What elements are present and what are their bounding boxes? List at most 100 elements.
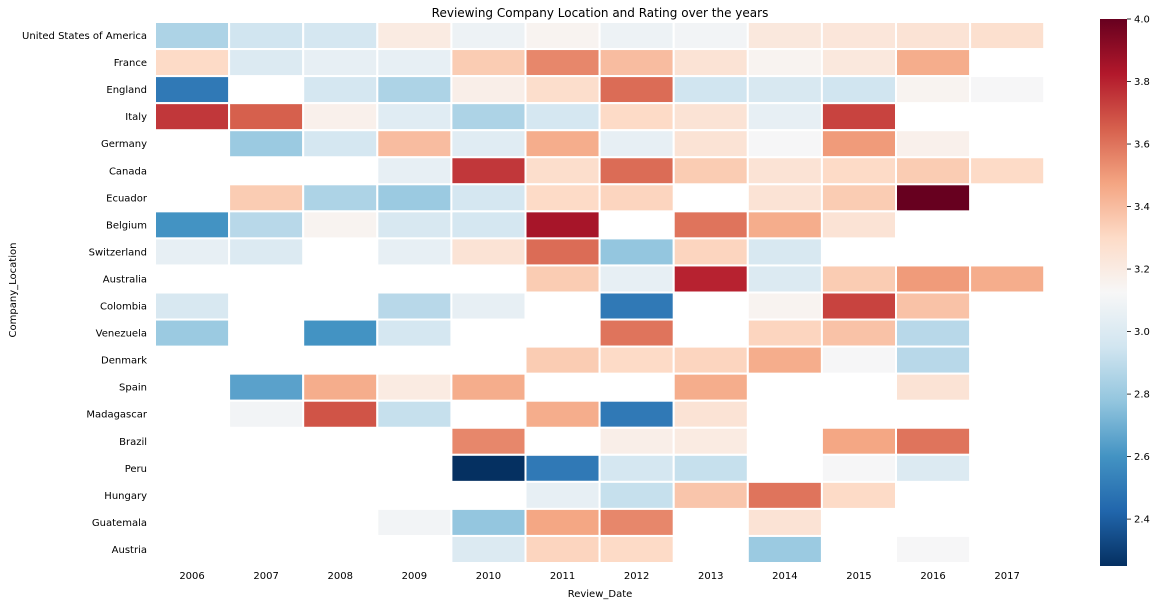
- y-tick-label: Madagascar: [86, 410, 148, 421]
- heatmap-cell: [154, 75, 231, 105]
- heatmap-cell: [969, 21, 1046, 51]
- y-tick-label: Venezuela: [96, 329, 147, 340]
- heatmap-cell: [524, 75, 601, 105]
- heatmap-cell: [746, 318, 823, 348]
- x-tick-label: 2012: [624, 571, 649, 582]
- heatmap-cell: [598, 183, 675, 213]
- heatmap-cell: [820, 183, 898, 213]
- heatmap-cell: [524, 399, 601, 429]
- heatmap-cell: [450, 48, 527, 78]
- y-tick-label: France: [114, 58, 147, 69]
- heatmap-cell: [154, 210, 231, 240]
- colorbar-tick-label: 3.6: [1134, 140, 1150, 151]
- x-tick-label: 2007: [253, 571, 278, 582]
- heatmap-cell: [746, 48, 823, 78]
- heatmap-cell: [895, 345, 972, 375]
- heatmap-cell: [672, 264, 749, 294]
- y-tick-label: Canada: [109, 166, 147, 177]
- y-tick-label: Italy: [125, 112, 147, 123]
- heatmap-cell: [895, 75, 972, 105]
- heatmap-cell: [820, 210, 898, 240]
- heatmap-cell: [302, 102, 379, 132]
- heatmap-cell: [598, 453, 675, 483]
- heatmap-cell: [598, 237, 675, 267]
- heatmap-cell: [228, 237, 305, 267]
- heatmap-cell: [598, 129, 675, 159]
- heatmap-cell: [895, 426, 972, 456]
- heatmap-cell: [672, 75, 749, 105]
- heatmap-cell: [820, 75, 898, 105]
- heatmap-cell: [228, 102, 305, 132]
- heatmap-cell: [746, 480, 823, 510]
- heatmap-cell: [598, 264, 675, 294]
- heatmap-cell: [524, 183, 601, 213]
- y-tick-label: Spain: [119, 383, 147, 394]
- colorbar-tick-label: 2.8: [1134, 390, 1150, 401]
- heatmap-cell: [524, 453, 601, 483]
- heatmap-cell: [598, 534, 675, 565]
- y-tick-labels: United States of America France England Ita…: [22, 31, 148, 556]
- heatmap-cell: [746, 345, 823, 375]
- heatmap-cell: [820, 48, 898, 78]
- heatmap-cell: [895, 156, 972, 186]
- heatmap-cell: [228, 129, 305, 159]
- heatmap-cell: [154, 291, 231, 321]
- heatmap-cell: [598, 102, 675, 132]
- colorbar-tick-label: 3.4: [1134, 202, 1150, 213]
- heatmap-cell: [524, 210, 601, 240]
- heatmap-cell: [450, 102, 527, 132]
- heatmap-cell: [820, 156, 898, 186]
- heatmap-cell: [524, 21, 601, 51]
- heatmap-cell: [672, 426, 749, 456]
- heatmap-cell: [672, 156, 749, 186]
- heatmap-cell: [228, 210, 305, 240]
- y-tick-label: United States of America: [22, 31, 147, 42]
- heatmap-cell: [820, 129, 898, 159]
- heatmap-cell: [746, 507, 823, 537]
- heatmap-cell: [524, 480, 601, 510]
- heatmap-cell: [524, 237, 601, 267]
- heatmap-cell: [746, 183, 823, 213]
- y-tick-label: Colombia: [100, 302, 147, 313]
- heatmap-cell: [302, 75, 379, 105]
- heatmap-cell: [302, 21, 379, 51]
- colorbar-tick-label: 3.2: [1134, 265, 1150, 276]
- heatmap-cell: [524, 264, 601, 294]
- heatmap-cell: [524, 156, 601, 186]
- heatmap-cell: [746, 102, 823, 132]
- heatmap-cell: [154, 102, 231, 132]
- x-tick-label: 2011: [550, 571, 575, 582]
- heatmap-cell: [598, 426, 675, 456]
- y-tick-label: Belgium: [106, 220, 147, 231]
- heatmap-cell: [746, 237, 823, 267]
- heatmap-cell: [598, 507, 675, 537]
- heatmap-cell: [450, 129, 527, 159]
- colorbar-tick-label: 2.4: [1134, 515, 1150, 526]
- heatmap-cell: [450, 210, 527, 240]
- heatmap-cell: [302, 210, 379, 240]
- heatmap-cell: [376, 102, 453, 132]
- heatmap-cell: [820, 426, 898, 456]
- heatmap-cell: [154, 318, 231, 348]
- x-axis-title: Review_Date: [568, 589, 633, 600]
- y-tick-label: England: [106, 85, 147, 96]
- y-tick-label: Denmark: [101, 356, 147, 367]
- heatmap-cell: [598, 156, 675, 186]
- heatmap-cell: [598, 318, 675, 348]
- heatmap-cell: [895, 372, 972, 402]
- heatmap-cell: [228, 48, 305, 78]
- heatmap-cell: [154, 21, 231, 51]
- colorbar: [1100, 19, 1127, 566]
- colorbar-tick-label: 3.0: [1134, 327, 1150, 338]
- heatmap-cell: [820, 318, 898, 348]
- heatmap-cell: [672, 21, 749, 51]
- heatmap-cell: [895, 534, 972, 565]
- x-tick-label: 2016: [920, 571, 945, 582]
- x-tick-label: 2014: [772, 571, 797, 582]
- y-tick-label: Australia: [103, 274, 147, 285]
- heatmap-cell: [450, 291, 527, 321]
- x-tick-label: 2009: [402, 571, 427, 582]
- heatmap-cell: [895, 48, 972, 78]
- heatmap-cell: [302, 48, 379, 78]
